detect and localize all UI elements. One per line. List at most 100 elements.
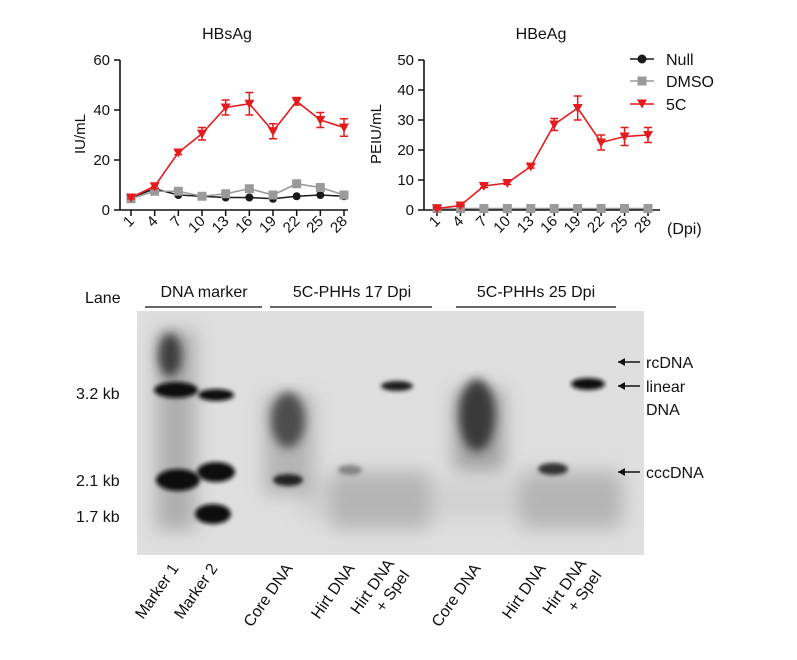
x-tick-label-hbeag-1: 1 — [426, 213, 444, 231]
x-tick-label-hbeag-4: 4 — [449, 213, 467, 231]
point-hbeag-5c-19 — [572, 104, 583, 113]
lane-label-7: Hirt DNA — [499, 561, 549, 623]
x-tick-label-hbsag-10: 10 — [185, 213, 209, 237]
legend-label-5c: 5C — [666, 97, 686, 114]
point-hbeag-5c-25 — [619, 132, 630, 142]
gel-smears — [156, 330, 630, 530]
lane-label-8: Hirt DNA+ SpeI — [540, 556, 606, 629]
y-tick-label-hbsag-60: 60 — [93, 52, 110, 69]
gel-label-linear: linear DNA — [618, 379, 690, 419]
gel-label-linear-text: linear DNA — [646, 379, 690, 419]
gel-group-dna-marker: DNA marker — [160, 284, 248, 301]
series-line-hbsag-dmso — [130, 182, 345, 200]
x-tick-label-hbsag-1: 1 — [120, 213, 138, 231]
point-hbeag-dmso-10 — [502, 204, 512, 213]
point-hbeag-dmso-7 — [479, 204, 489, 213]
series-hbsag-null — [127, 184, 348, 203]
point-hbeag-5c-16 — [549, 120, 560, 130]
legend-marker-dmso — [637, 76, 647, 86]
series-line-hbsag-5c — [130, 100, 345, 199]
point-hbeag-5c-7 — [478, 182, 489, 191]
point-hbeag-5c-28 — [643, 131, 653, 140]
gel-bands — [154, 333, 605, 524]
gel-label-cccdna: cccDNA — [618, 465, 704, 482]
band-marker2-2-1kb — [197, 462, 235, 482]
gel-panel: Lane DNA marker 5C-PHHs 17 Dpi 5C-PHHs 2… — [76, 284, 704, 630]
series-line-hbeag-5c — [436, 106, 649, 210]
band-marker1-top — [158, 333, 182, 377]
series-hbeag-5c — [432, 95, 653, 214]
band-core17-smear — [271, 392, 305, 448]
x-tick-label-hbsag-7: 7 — [167, 213, 185, 231]
legend-item-null: Null — [630, 52, 694, 69]
legend-item-5c: 5C — [630, 97, 686, 114]
x-tick-label-hbeag-28: 28 — [631, 213, 655, 237]
legend-label-dmso: DMSO — [666, 74, 714, 91]
x-tick-label-hbsag-16: 16 — [232, 213, 256, 237]
band-marker1-2-1kb — [156, 469, 200, 491]
point-hbsag-dmso-16 — [244, 184, 254, 194]
gel-label-rcdna-text: rcDNA — [646, 355, 693, 372]
chart-hbsag-ylabel: IU/mL — [72, 114, 89, 154]
point-hbsag-dmso-13 — [221, 189, 231, 199]
gel-label-rcdna: rcDNA — [618, 355, 693, 372]
x-tick-label-hbsag-13: 13 — [209, 213, 233, 237]
y-tick-label-hbsag-0: 0 — [102, 202, 110, 219]
legend-marker-null — [637, 54, 647, 64]
point-hbsag-dmso-22 — [292, 179, 302, 189]
series-hbsag-dmso — [126, 179, 349, 204]
point-hbeag-5c-1 — [432, 204, 442, 214]
point-hbeag-dmso-19 — [573, 204, 583, 213]
point-hbeag-5c-13 — [525, 162, 536, 172]
gel-size-3-2kb: 3.2 kb — [76, 386, 120, 403]
band-hirt17-cccdna — [338, 465, 362, 475]
y-tick-label-hbeag-0: 0 — [406, 202, 414, 219]
x-tick-label-hbsag-22: 22 — [280, 213, 304, 237]
chart-hbsag-title: HBsAg — [202, 26, 252, 43]
x-tick-label-hbeag-10: 10 — [490, 213, 514, 237]
gel-lane-label: Lane — [85, 290, 121, 307]
x-tick-label-hbsag-25: 25 — [303, 213, 327, 237]
point-hbeag-5c-10 — [502, 179, 513, 188]
chart-hbeag-ylabel: PEIU/mL — [368, 104, 385, 164]
legend-marker-5c — [637, 99, 647, 109]
point-hbsag-5c-16 — [244, 99, 255, 109]
x-tick-label-hbeag-13: 13 — [514, 213, 538, 237]
x-tick-label-hbsag-4: 4 — [144, 213, 162, 231]
point-hbsag-null-16 — [245, 193, 254, 202]
gel-image — [137, 311, 644, 555]
point-hbeag-dmso-28 — [643, 204, 653, 213]
y-tick-label-hbeag-10: 10 — [397, 172, 414, 189]
point-hbeag-dmso-22 — [596, 204, 606, 213]
series-line-hbsag-null — [130, 187, 345, 200]
series-hbeag-dmso — [432, 204, 653, 213]
point-hbsag-null-25 — [316, 191, 325, 199]
legend-label-null: Null — [666, 52, 694, 69]
point-hbeag-dmso-13 — [526, 204, 536, 213]
point-hbsag-5c-1 — [126, 193, 136, 203]
y-tick-label-hbeag-40: 40 — [397, 82, 414, 99]
chart-hbeag-xlabel: (Dpi) — [667, 221, 702, 238]
point-hbsag-dmso-7 — [173, 186, 183, 196]
point-hbsag-dmso-25 — [315, 183, 325, 192]
band-marker2-3-2kb — [198, 389, 234, 401]
gel-size-2-1kb: 2.1 kb — [76, 473, 120, 490]
legend: Null DMSO 5C — [630, 52, 714, 114]
point-hbsag-dmso-10 — [197, 191, 207, 201]
y-tick-label-hbeag-30: 30 — [397, 112, 414, 129]
legend-item-dmso: DMSO — [630, 74, 714, 91]
point-hbsag-5c-19 — [268, 127, 278, 137]
x-tick-label-hbsag-19: 19 — [256, 213, 280, 237]
band-marker1-3-2kb — [154, 382, 198, 398]
point-hbsag-5c-25 — [315, 116, 326, 125]
point-hbsag-5c-28 — [339, 123, 349, 133]
series-hbsag-5c — [126, 91, 349, 203]
x-tick-label-hbeag-25: 25 — [608, 213, 632, 237]
point-hbsag-5c-4 — [149, 182, 160, 192]
band-core17-cccdna — [273, 474, 303, 486]
band-speI25-linear — [571, 378, 605, 390]
gel-size-1-7kb: 1.7 kb — [76, 509, 120, 526]
